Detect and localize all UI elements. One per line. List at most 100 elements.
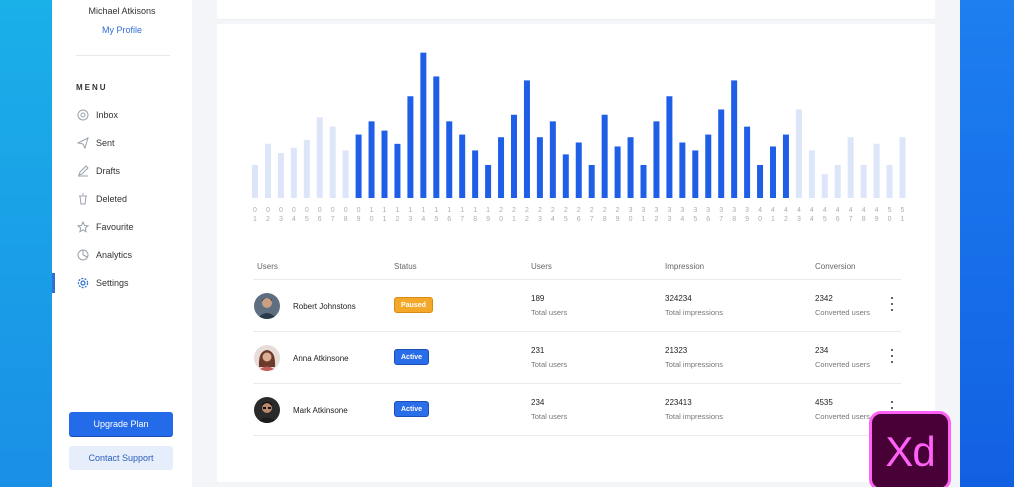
- chart-bar: [277, 153, 284, 198]
- x-tick-label: 4: [292, 216, 296, 223]
- x-tick-label: 1: [383, 216, 387, 223]
- pie-icon: [76, 249, 89, 262]
- chart-bar: [718, 109, 725, 198]
- xd-logo-text: Xd: [885, 428, 935, 475]
- x-tick-label: 9: [357, 216, 361, 223]
- x-tick-label: 1: [642, 216, 646, 223]
- x-tick-label: 2: [616, 207, 620, 214]
- divider: [76, 55, 170, 56]
- bar-chart: 0 1 0 2 0 3 0 4 0 5 0 6 0 7 0 8 0 9 1 0 1 1 1 2 1 3 1 4 1 5 1 6 1 7 1 8 1 9 2 0…: [252, 52, 906, 223]
- top-panel: [217, 0, 935, 20]
- sidebar-item-label: Drafts: [96, 166, 121, 176]
- chart-bar: [381, 130, 388, 198]
- contact-support-button[interactable]: Contact Support: [69, 446, 173, 470]
- x-tick-label: 3: [693, 207, 697, 214]
- x-tick-label: 3: [279, 216, 283, 223]
- x-tick-label: 4: [849, 207, 853, 214]
- chart-bar: [459, 134, 466, 198]
- x-tick-label: 3: [719, 207, 723, 214]
- users-table: Users Status Users Impression Conversion…: [253, 252, 901, 436]
- chart-bar: [342, 150, 349, 198]
- x-tick-label: 0: [370, 216, 374, 223]
- chart-bar: [757, 164, 764, 198]
- my-profile-link[interactable]: My Profile: [101, 25, 142, 35]
- sidebar-item-label: Analytics: [96, 250, 133, 260]
- sidebar-item-sent[interactable]: Sent: [76, 135, 115, 151]
- col-header-users: Users: [257, 262, 278, 271]
- chart-bar: [472, 150, 479, 198]
- profile-name: Michael Atkisons: [88, 6, 156, 16]
- users-sub: Total users: [531, 360, 568, 369]
- x-tick-label: 2: [395, 216, 399, 223]
- x-tick-label: 2: [564, 207, 568, 214]
- x-tick-label: 0: [253, 207, 257, 214]
- x-tick-label: 1: [447, 207, 451, 214]
- table-row[interactable]: Anna Atkinsone Active 231 Total users 21…: [253, 332, 901, 384]
- chart-bar: [316, 117, 323, 198]
- chart-bar: [614, 146, 621, 198]
- impressions-value: 324234: [665, 294, 692, 303]
- more-options-icon[interactable]: [889, 297, 895, 311]
- sidebar-item-settings[interactable]: Settings: [76, 275, 129, 291]
- chart-bar: [679, 142, 686, 198]
- x-tick-label: 4: [797, 207, 801, 214]
- chart-bar: [873, 143, 880, 198]
- x-tick-label: 0: [305, 207, 309, 214]
- chart-bar: [407, 96, 414, 198]
- chart-bar: [446, 121, 453, 198]
- x-tick-label: 0: [318, 207, 322, 214]
- table-row[interactable]: Robert Johnstons Paused 189 Total users …: [253, 280, 901, 332]
- x-tick-label: 3: [745, 207, 749, 214]
- chart-bar: [653, 121, 660, 198]
- x-tick-label: 2: [538, 207, 542, 214]
- background-right: [960, 0, 1014, 487]
- x-tick-label: 4: [862, 207, 866, 214]
- users-value: 234: [531, 398, 545, 407]
- chart-bar: [394, 143, 401, 198]
- x-tick-label: 6: [706, 216, 710, 223]
- status-badge: Active: [394, 401, 430, 417]
- x-tick-label: 3: [706, 207, 710, 214]
- chart-bar: [886, 164, 893, 198]
- sidebar: Michael Atkisons My Profile MENU Inbox S…: [52, 0, 192, 487]
- table-row[interactable]: Mark Atkinsone Active 234 Total users 22…: [253, 384, 901, 436]
- x-tick-label: 1: [421, 207, 425, 214]
- chart-bar: [420, 52, 427, 199]
- x-tick-label: 1: [370, 207, 374, 214]
- x-tick-label: 2: [654, 216, 658, 223]
- sidebar-item-analytics[interactable]: Analytics: [76, 247, 132, 263]
- chart-bar: [821, 174, 828, 198]
- sidebar-item-favourite[interactable]: Favourite: [76, 219, 134, 235]
- sidebar-item-inbox[interactable]: Inbox: [76, 107, 118, 123]
- x-tick-label: 8: [862, 216, 866, 223]
- upgrade-plan-button[interactable]: Upgrade Plan: [69, 412, 173, 436]
- chart-bar: [808, 150, 815, 198]
- avatar: [254, 345, 280, 371]
- x-tick-label: 4: [758, 207, 762, 214]
- x-tick-label: 4: [875, 207, 879, 214]
- x-tick-label: 4: [551, 216, 555, 223]
- x-tick-label: 5: [434, 216, 438, 223]
- x-tick-label: 3: [629, 207, 633, 214]
- x-tick-label: 1: [383, 207, 387, 214]
- chart-bar: [511, 114, 517, 198]
- x-tick-label: 8: [344, 216, 348, 223]
- sidebar-item-deleted[interactable]: Deleted: [76, 191, 127, 207]
- chart-bar: [562, 154, 569, 198]
- x-tick-label: 9: [875, 216, 879, 223]
- send-icon: [76, 137, 89, 150]
- x-tick-label: 1: [901, 216, 905, 223]
- chart-bar: [303, 139, 310, 198]
- x-tick-label: 3: [732, 207, 736, 214]
- col-header-conversion: Conversion: [815, 262, 856, 271]
- chart-bar: [834, 164, 841, 198]
- more-options-icon[interactable]: [889, 349, 895, 363]
- sidebar-item-drafts[interactable]: Drafts: [76, 163, 120, 179]
- x-tick-label: 2: [525, 216, 529, 223]
- x-tick-label: 0: [279, 207, 283, 214]
- users-sub: Total users: [531, 412, 568, 421]
- x-tick-label: 5: [823, 216, 827, 223]
- x-tick-label: 7: [849, 216, 853, 223]
- x-tick-label: 9: [486, 216, 490, 223]
- chart-bar: [264, 143, 271, 198]
